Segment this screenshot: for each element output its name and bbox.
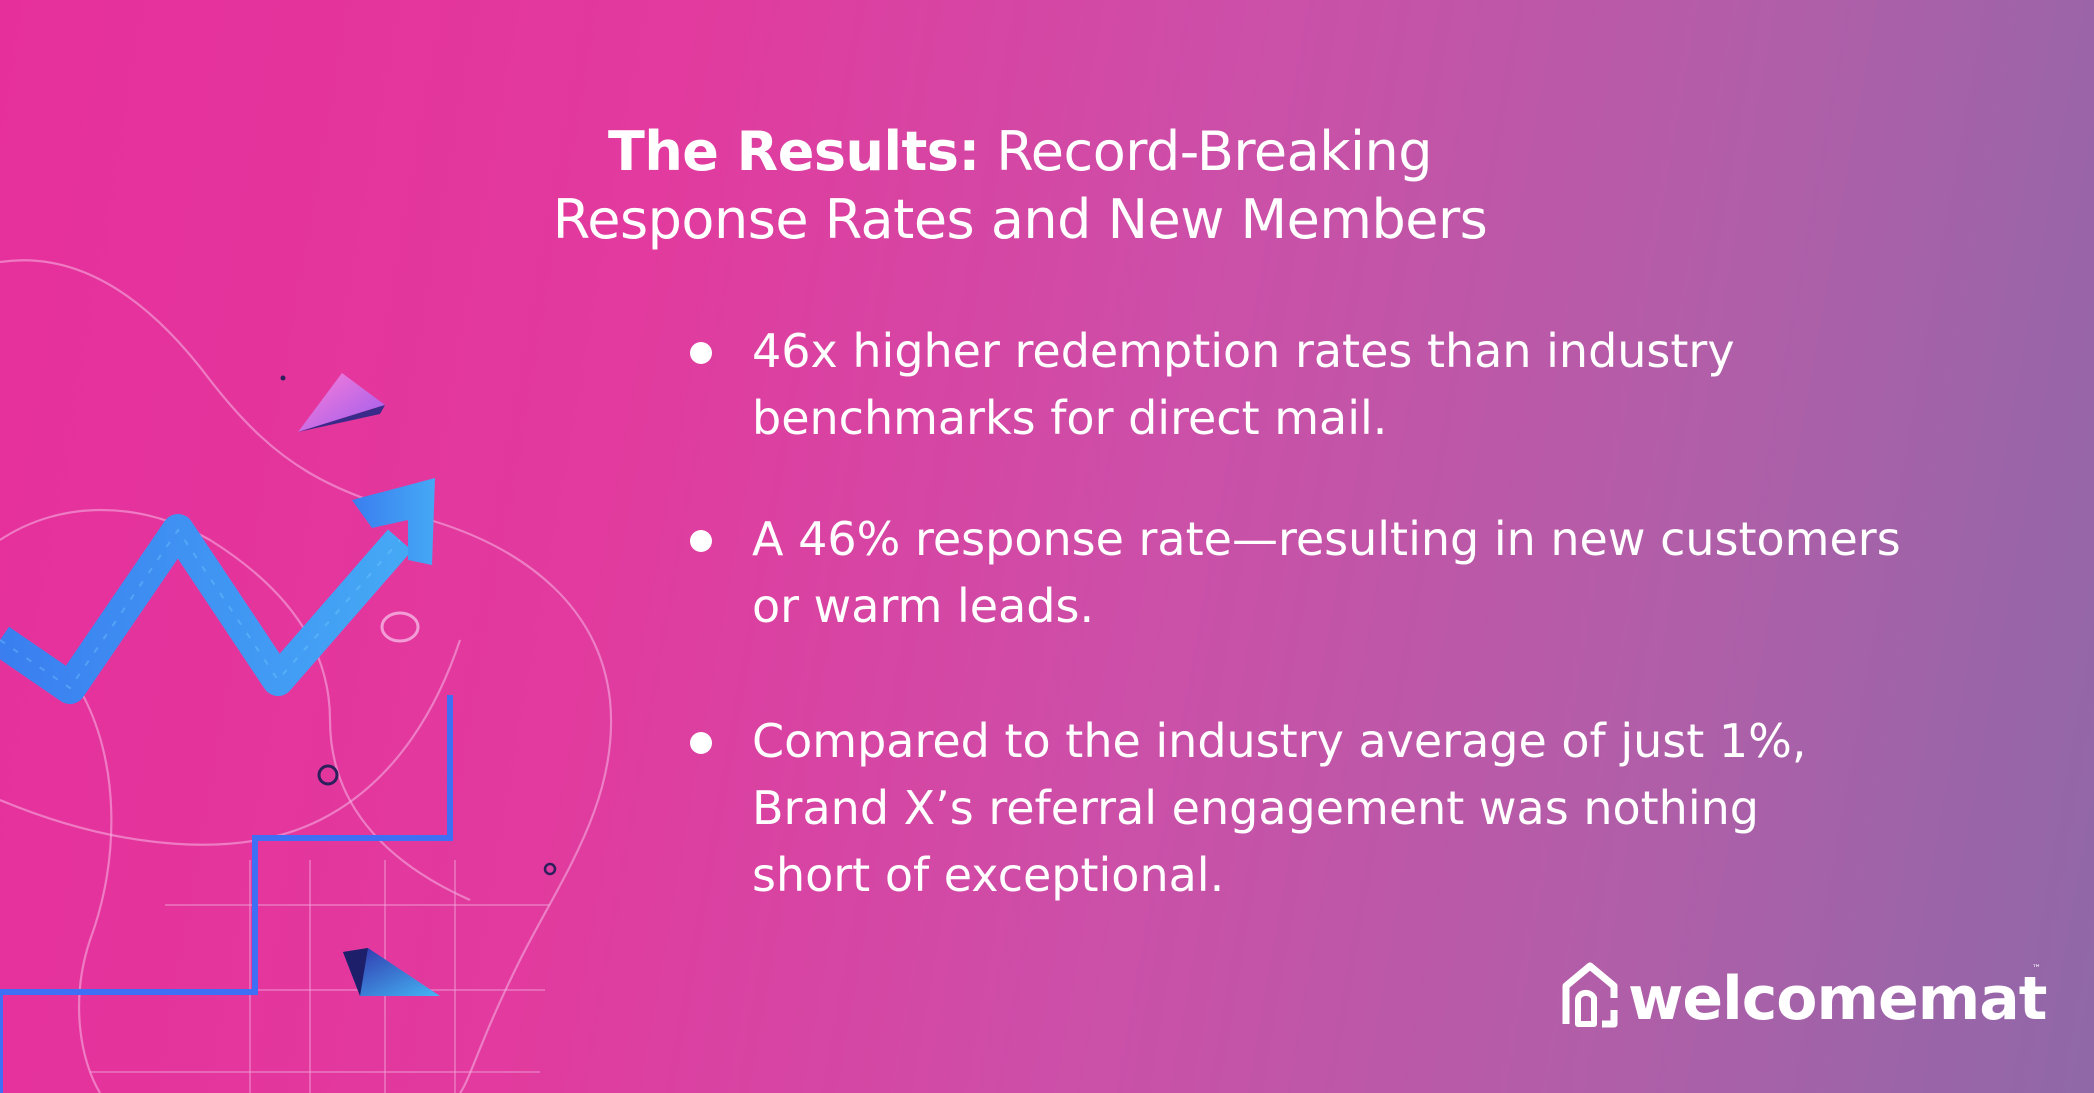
circle-icon-1 [380, 611, 420, 643]
outline-blob-1 [0, 259, 613, 1093]
trend-arrow-icon [0, 478, 435, 704]
circle-icon-2 [317, 764, 339, 786]
trademark: ™ [2032, 964, 2041, 974]
bullet-text: A 46% response rate—resulting in new cus… [752, 512, 1901, 633]
bullet-dot [690, 732, 712, 754]
bullet-text: Compared to the industry average of just… [752, 714, 1807, 902]
outline-blob-2 [0, 508, 471, 902]
bullet-dot [690, 530, 712, 552]
title-strong: The Results: [607, 120, 980, 183]
circle-icon-3 [543, 862, 557, 876]
triangle-icon-bottom [343, 948, 440, 996]
outline-blobs [0, 259, 613, 1093]
title-line2: Response Rates and New Members [552, 188, 1488, 251]
logo-text: welcomemat [1628, 964, 2047, 1034]
triangle-shadow-top [298, 405, 385, 432]
triangle-icon-top [298, 373, 385, 432]
welcomemat-logo: welcomemat ™ [1560, 958, 2047, 1048]
step-line-icon [0, 695, 453, 1093]
dot-icon [280, 375, 286, 381]
outline-blob-3 [0, 639, 462, 846]
triangle-shadow-bottom [343, 948, 368, 996]
page-title: The Results: Record-Breaking Response Ra… [420, 118, 1620, 254]
bullet-dot [690, 342, 712, 364]
outline-blob-4 [77, 689, 113, 1093]
grid-lines [90, 860, 550, 1093]
bullet-text: 46x higher redemption rates than industr… [752, 324, 1735, 445]
house-icon [1562, 962, 1618, 1028]
title-rest: Record-Breaking [979, 120, 1432, 183]
